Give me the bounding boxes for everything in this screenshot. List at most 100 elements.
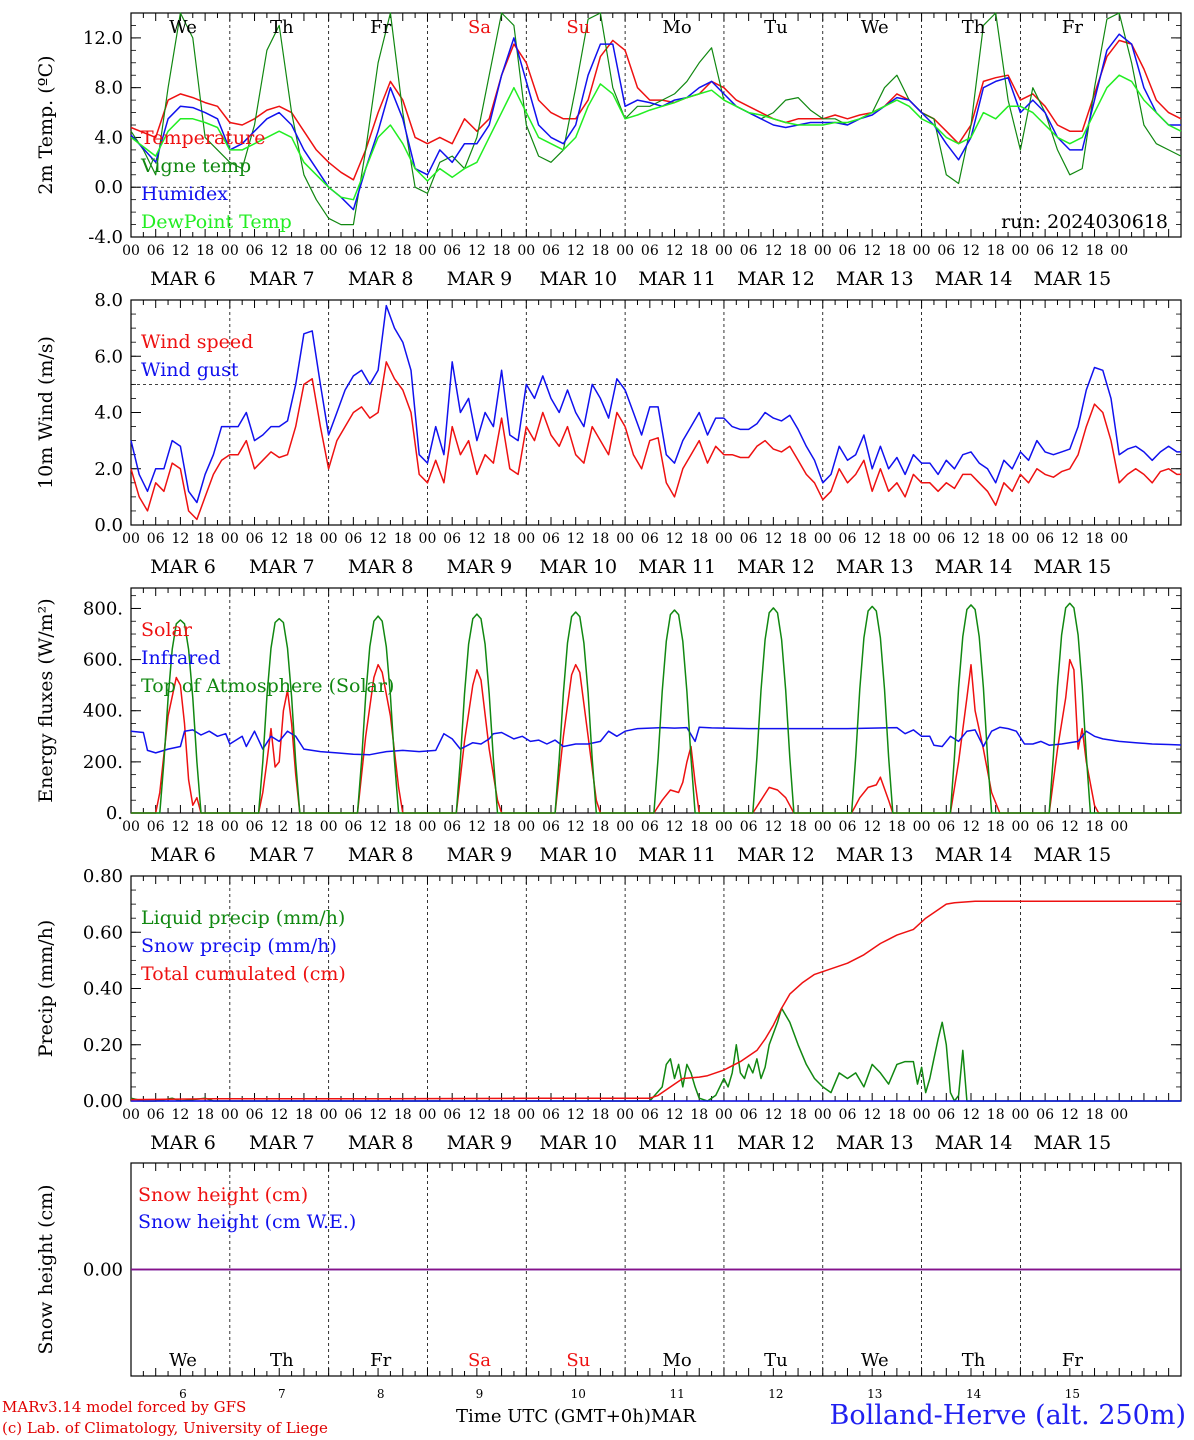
hour-tick-label: 12 bbox=[468, 819, 486, 835]
date-label: MAR 6 bbox=[150, 556, 216, 578]
hour-tick-label: 18 bbox=[888, 819, 906, 835]
hour-tick-label: 18 bbox=[789, 1107, 807, 1123]
hour-tick-label: 00 bbox=[1110, 1107, 1128, 1123]
date-label: MAR 7 bbox=[249, 844, 315, 866]
date-label: MAR 7 bbox=[249, 556, 315, 578]
hour-tick-label: 06 bbox=[147, 243, 165, 259]
legend-entry: Top of Atmosphere (Solar) bbox=[141, 675, 394, 697]
y-tick-label: -4.0 bbox=[88, 227, 123, 248]
hour-tick-label: 18 bbox=[888, 1107, 906, 1123]
day-number: 13 bbox=[867, 1387, 882, 1401]
hour-tick-label: 12 bbox=[962, 1107, 980, 1123]
y-tick-label: 0.00 bbox=[83, 1260, 123, 1281]
hour-tick-label: 00 bbox=[320, 243, 338, 259]
hour-tick-label: 00 bbox=[913, 243, 931, 259]
y-tick-label: 0.40 bbox=[83, 979, 123, 1000]
hour-tick-label: 06 bbox=[344, 243, 362, 259]
y-tick-label: 0.00 bbox=[83, 1091, 123, 1112]
hour-tick-label: 06 bbox=[542, 243, 560, 259]
series-line-2 bbox=[130, 304, 1181, 504]
hour-tick-label: 00 bbox=[616, 531, 634, 547]
legend-entry: Snow height (cm W.E.) bbox=[138, 1211, 356, 1233]
hour-tick-label: 12 bbox=[1061, 819, 1079, 835]
hour-tick-label: 12 bbox=[171, 531, 189, 547]
hour-tick-label: 06 bbox=[839, 819, 857, 835]
y-tick-label: 12.0 bbox=[83, 28, 123, 49]
hour-tick-label: 18 bbox=[295, 531, 313, 547]
day-number: 15 bbox=[1065, 1387, 1080, 1401]
day-number: 9 bbox=[476, 1387, 484, 1401]
hour-tick-label: 18 bbox=[789, 531, 807, 547]
hour-tick-label: 00 bbox=[814, 819, 832, 835]
series-line-3 bbox=[130, 33, 1181, 211]
day-abbr-bottom: Mo bbox=[662, 1350, 691, 1371]
hour-tick-label: 06 bbox=[839, 1107, 857, 1123]
hour-tick-label: 00 bbox=[221, 819, 239, 835]
hour-tick-label: 12 bbox=[369, 531, 387, 547]
y-tick-label: 200. bbox=[83, 752, 123, 773]
hour-tick-label: 00 bbox=[517, 531, 535, 547]
hour-tick-label: 00 bbox=[913, 531, 931, 547]
hour-tick-label: 00 bbox=[221, 1107, 239, 1123]
hour-tick-label: 06 bbox=[740, 531, 758, 547]
hour-tick-label: 18 bbox=[591, 819, 609, 835]
plot-frame bbox=[130, 587, 1182, 814]
day-number: 7 bbox=[278, 1387, 286, 1401]
hour-tick-label: 18 bbox=[690, 819, 708, 835]
hour-tick-label: 12 bbox=[764, 531, 782, 547]
hour-tick-label: 18 bbox=[196, 819, 214, 835]
station-name: Bolland-Herve (alt. 250m) bbox=[829, 1400, 1186, 1431]
hour-tick-label: 06 bbox=[641, 531, 659, 547]
hour-tick-label: 06 bbox=[1036, 243, 1054, 259]
hour-tick-label: 00 bbox=[715, 1107, 733, 1123]
hour-tick-label: 00 bbox=[419, 819, 437, 835]
date-label: MAR 15 bbox=[1034, 268, 1112, 290]
legend-entry: DewPoint Temp bbox=[141, 211, 292, 233]
date-label: MAR 11 bbox=[638, 1132, 716, 1154]
legend-entry: Total cumulated (cm) bbox=[141, 963, 346, 985]
series-line-2 bbox=[130, 726, 1182, 756]
legend-entry: Infrared bbox=[141, 647, 221, 669]
time-axis-month: MAR bbox=[650, 1406, 696, 1427]
date-label: MAR 11 bbox=[638, 556, 716, 578]
hour-tick-label: 00 bbox=[122, 243, 140, 259]
hour-tick-label: 00 bbox=[715, 243, 733, 259]
hour-tick-label: 18 bbox=[196, 531, 214, 547]
hour-tick-label: 12 bbox=[567, 819, 585, 835]
hour-tick-label: 06 bbox=[937, 243, 955, 259]
y-tick-label: 600. bbox=[83, 650, 123, 671]
y-axis-label: 10m Wind (m/s) bbox=[35, 336, 57, 489]
hour-tick-label: 00 bbox=[517, 243, 535, 259]
date-label: MAR 15 bbox=[1034, 1132, 1112, 1154]
hour-tick-label: 06 bbox=[641, 243, 659, 259]
hour-tick-label: 12 bbox=[1061, 531, 1079, 547]
hour-tick-label: 18 bbox=[394, 243, 412, 259]
hour-tick-label: 18 bbox=[1086, 531, 1104, 547]
panel-4: 0.00 0.20 0.40 0.60 0.80 Precip (mm/h) Liquid … bbox=[35, 866, 1182, 1154]
hour-tick-label: 12 bbox=[764, 243, 782, 259]
hour-tick-label: 12 bbox=[468, 243, 486, 259]
hour-tick-label: 18 bbox=[295, 243, 313, 259]
hour-tick-label: 06 bbox=[246, 243, 264, 259]
hour-tick-label: 00 bbox=[419, 243, 437, 259]
y-tick-label: 800. bbox=[83, 598, 123, 619]
day-abbr: Tu bbox=[764, 17, 788, 38]
hour-tick-label: 18 bbox=[493, 819, 511, 835]
hour-tick-label: 06 bbox=[246, 1107, 264, 1123]
hour-tick-label: 12 bbox=[270, 819, 288, 835]
day-abbr: We bbox=[169, 17, 197, 38]
hour-tick-label: 06 bbox=[443, 531, 461, 547]
hour-tick-label: 06 bbox=[641, 1107, 659, 1123]
y-tick-label: 0.0 bbox=[94, 515, 123, 536]
hour-tick-label: 00 bbox=[1011, 243, 1029, 259]
y-tick-label: 0.20 bbox=[83, 1035, 123, 1056]
hour-tick-label: 06 bbox=[443, 819, 461, 835]
hour-tick-label: 18 bbox=[789, 243, 807, 259]
legend-entry: Solar bbox=[141, 619, 193, 641]
hour-tick-label: 06 bbox=[937, 819, 955, 835]
hour-tick-label: 06 bbox=[740, 1107, 758, 1123]
date-label: MAR 11 bbox=[638, 268, 716, 290]
date-label: MAR 8 bbox=[348, 268, 414, 290]
hour-tick-label: 00 bbox=[814, 1107, 832, 1123]
